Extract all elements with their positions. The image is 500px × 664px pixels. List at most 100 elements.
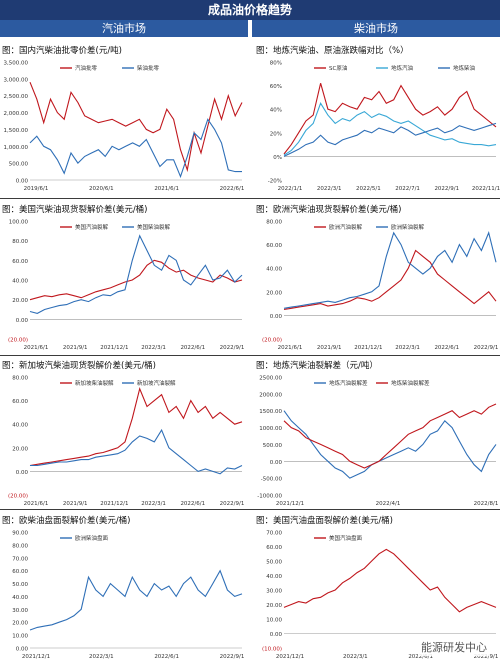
- y-tick-label: 500.00: [9, 162, 29, 168]
- chart-svg: -20% 0% 20% 40% 60% 80% 2022/1/1 2022/3/1 2022/5…: [268, 61, 500, 193]
- series-line-1: [30, 428, 243, 475]
- chart-svg: 0.00 500.00 1,000.00 1,500.00 2,000.00 2,500.…: [4, 61, 245, 193]
- y-tick-label: 90.00: [12, 531, 28, 537]
- y-tick-label: -20%: [268, 179, 282, 185]
- x-tick-label: 2021/9/1: [317, 345, 342, 351]
- y-tick-label: 60.00: [266, 243, 282, 249]
- x-tick-label: 2022/6/1: [180, 345, 205, 351]
- x-tick-label: 2022/6/1: [408, 654, 433, 660]
- y-tick-label: 70.00: [12, 556, 28, 562]
- y-tick-label: 60.00: [266, 545, 282, 551]
- chart-panel-p1: 图：国内汽柴油批零价差(元/吨) 0.00 500.00 1,000.00 1,500…: [0, 44, 246, 192]
- chart-panel-p8: 图：美国汽油盘面裂解价差(美元/桶) (10.00) 0.00 10.00 20.00…: [254, 514, 500, 662]
- x-tick-label: 2019/6/1: [24, 186, 49, 192]
- legend-label: 地炼汽油裂解差: [329, 379, 368, 387]
- legend-label: 欧洲柴油裂解: [391, 223, 425, 231]
- x-tick-label: 2022/4/1: [376, 501, 401, 507]
- y-tick-label: 60.00: [12, 399, 28, 405]
- chart-svg: (20.00) 0.00 20.00 40.00 60.00 80.00 100.00 202…: [8, 220, 244, 352]
- chart-svg: (20.00) 0.00 20.00 40.00 60.00 80.00 2021/6/1 2…: [262, 220, 499, 352]
- x-tick-label: 2021/12/1: [22, 654, 50, 660]
- x-tick-label: 2022/11/1: [472, 186, 500, 192]
- y-tick-label: 60.00: [12, 569, 28, 575]
- chart-panel-p2: 图：地炼汽柴油、原油涨跌幅对比（%） -20% 0% 20% 40% 60% 80% 202…: [254, 44, 500, 192]
- x-tick-label: 2022/7/1: [395, 186, 420, 192]
- y-tick-label: 1,500.00: [4, 128, 29, 134]
- x-tick-label: 2021/9/1: [63, 345, 88, 351]
- x-tick-label: 2022/3/1: [395, 345, 420, 351]
- section-header-diesel: 柴油市场: [252, 20, 500, 37]
- y-tick-label: 3,500.00: [4, 61, 29, 67]
- series-line-1: [283, 403, 497, 469]
- y-tick-label: 20.00: [12, 298, 28, 304]
- y-tick-label: 0%: [273, 155, 282, 161]
- legend-label: SC原油: [329, 64, 348, 72]
- legend-label: 美国汽油裂解: [75, 223, 109, 231]
- chart-svg: (20.00) 0.00 20.00 40.00 60.00 80.00 2021/6/1 2…: [8, 376, 245, 508]
- series-line-0: [29, 259, 243, 301]
- x-tick-label: 2021/6/1: [154, 186, 179, 192]
- y-tick-label: 40.00: [12, 423, 28, 429]
- legend-label: 美国汽油盘面: [329, 534, 363, 542]
- series-line-1: [29, 118, 242, 179]
- y-tick-label: 0.00: [16, 470, 29, 476]
- chart-panel-p3: 图：美国汽柴油现货裂解价差(美元/桶) (20.00) 0.00 20.00 40.0…: [0, 203, 246, 351]
- chart-title: 图：国内汽柴油批零价差(元/吨): [2, 46, 122, 56]
- y-tick-label: 60%: [270, 84, 282, 90]
- y-tick-label: 20%: [270, 131, 282, 137]
- chart-title: 图：地炼汽柴油裂解差（元/吨）: [256, 361, 378, 371]
- chart-title: 图：新加坡汽柴油现货裂解价差(美元/桶): [2, 361, 156, 371]
- chart-svg: 0.00 10.00 20.00 30.00 40.00 50.00 60.00 70.00 8…: [12, 531, 244, 661]
- chart-title: 图：欧柴油盘面裂解价差(美元/桶): [2, 516, 131, 526]
- legend-label: 地炼汽油: [391, 64, 414, 72]
- chart-panel-p4: 图：欧洲汽柴油现货裂解价差(美元/桶) (20.00) 0.00 20.00 40.0…: [254, 203, 500, 351]
- x-tick-label: 2022/3/1: [343, 654, 368, 660]
- series-line-1: [283, 102, 497, 156]
- y-tick-label: 80.00: [12, 543, 28, 549]
- y-tick-label: 0.00: [16, 318, 29, 324]
- y-tick-label: 20.00: [12, 621, 28, 627]
- series-line-2: [283, 122, 497, 157]
- series-line-0: [283, 548, 497, 613]
- series-line-1: [29, 234, 243, 314]
- x-tick-label: 2022/8/1: [474, 501, 499, 507]
- row-divider: [0, 355, 500, 356]
- chart-title: 图：欧洲汽柴油现货裂解价差(美元/桶): [256, 205, 402, 215]
- legend-label: 欧洲柴油盘面: [75, 534, 109, 542]
- y-tick-label: 2,500.00: [4, 94, 29, 100]
- x-tick-label: 2022/9/1: [434, 186, 459, 192]
- y-tick-label: 40.00: [12, 595, 28, 601]
- legend-label: 柴油批零: [137, 64, 160, 72]
- y-tick-label: 100.00: [9, 220, 29, 226]
- x-tick-label: 2022/3/1: [141, 501, 166, 507]
- legend-label: 地炼柴油裂解差: [391, 379, 430, 387]
- series-line-0: [283, 249, 497, 311]
- y-tick-label: 20.00: [266, 603, 282, 609]
- x-tick-label: 2022/9/1: [220, 501, 245, 507]
- x-tick-label: 2021/9/1: [63, 501, 88, 507]
- legend-label: 汽油批零: [75, 64, 98, 72]
- legend-label: 新加坡柴油裂解: [75, 379, 114, 387]
- series-line-1: [283, 231, 497, 309]
- chart-panel-p5: 图：新加坡汽柴油现货裂解价差(美元/桶) (20.00) 0.00 20.00 40.…: [0, 359, 246, 507]
- chart-title: 图：美国汽柴油现货裂解价差(美元/桶): [2, 205, 148, 215]
- y-tick-label: 10.00: [266, 618, 282, 624]
- x-tick-label: 2021/12/1: [100, 501, 128, 507]
- y-tick-label: 60.00: [12, 259, 28, 265]
- x-tick-label: 2021/12/1: [100, 345, 128, 351]
- chart-svg: (10.00) 0.00 10.00 20.00 30.00 40.00 50.00 60.0…: [262, 531, 498, 661]
- y-tick-label: 70.00: [266, 531, 282, 537]
- y-tick-label: 80.00: [12, 239, 28, 245]
- y-tick-label: 3,000.00: [4, 77, 29, 83]
- y-tick-label: 0.00: [16, 179, 29, 185]
- y-tick-label: 0.00: [16, 647, 29, 653]
- y-tick-label: 80.00: [12, 376, 28, 382]
- x-tick-label: 2022/6/1: [180, 501, 205, 507]
- row-divider: [0, 198, 500, 199]
- legend-label: 美国柴油裂解: [137, 223, 171, 231]
- x-tick-label: 2022/9/1: [474, 345, 499, 351]
- y-tick-label: (20.00): [8, 494, 28, 500]
- page-title: 成品油价格趋势: [0, 0, 500, 20]
- x-tick-label: 2021/6/1: [24, 501, 49, 507]
- chart-title: 图：美国汽油盘面裂解价差(美元/桶): [256, 516, 393, 526]
